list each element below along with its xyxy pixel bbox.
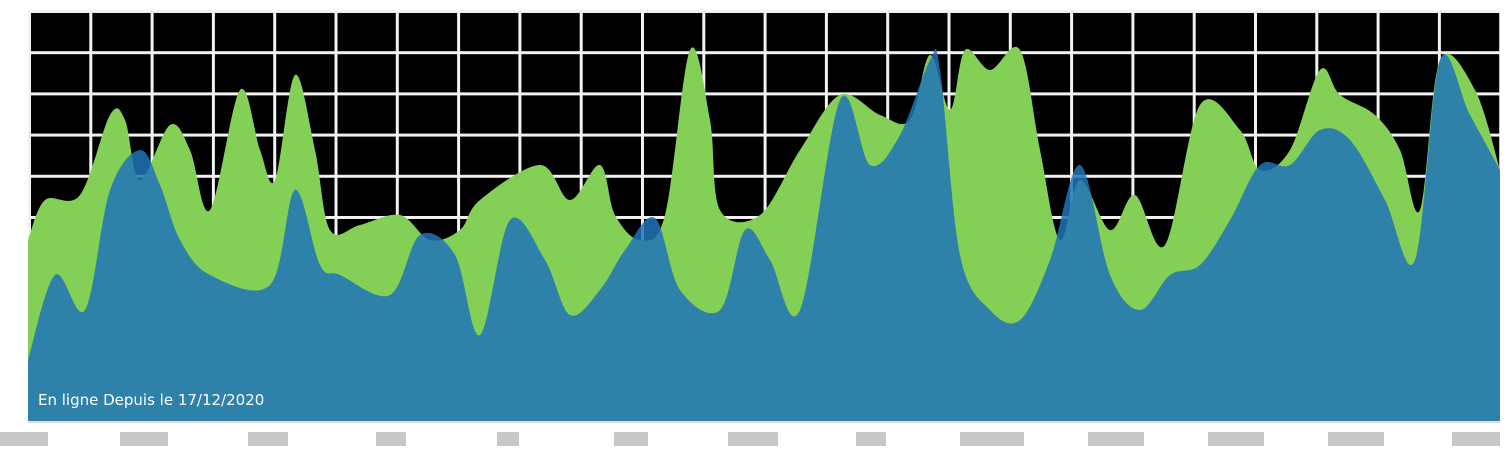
x-axis-labels-blurred: [0, 432, 1500, 446]
caption: En ligne Depuis le 17/12/2020: [38, 391, 264, 409]
areas: [28, 46, 1500, 423]
area: [28, 48, 1500, 423]
